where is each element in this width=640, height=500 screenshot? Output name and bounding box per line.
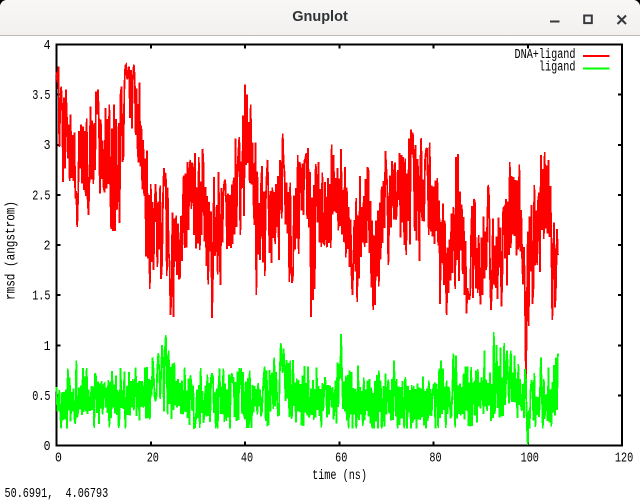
svg-text:0: 0	[44, 440, 51, 455]
svg-text:60: 60	[335, 452, 347, 467]
svg-text:50.6991, 4.06793: 50.6991, 4.06793	[5, 487, 109, 500]
svg-text:80: 80	[429, 452, 441, 467]
svg-text:0.5: 0.5	[32, 390, 50, 405]
svg-text:2.5: 2.5	[32, 189, 50, 204]
svg-text:2: 2	[44, 240, 51, 255]
svg-text:120: 120	[615, 452, 633, 467]
svg-text:100: 100	[521, 452, 539, 467]
svg-text:time (ns): time (ns)	[312, 469, 367, 484]
svg-text:DNA+ligand: DNA+ligand	[515, 48, 576, 63]
svg-text:ligand: ligand	[539, 61, 576, 76]
svg-text:20: 20	[147, 452, 159, 467]
svg-text:4: 4	[44, 39, 51, 54]
svg-text:1: 1	[44, 340, 51, 355]
svg-text:1.5: 1.5	[32, 290, 50, 305]
svg-text:rmsd (angstrom): rmsd (angstrom)	[5, 201, 20, 300]
svg-text:3: 3	[44, 139, 51, 154]
svg-text:40: 40	[241, 452, 253, 467]
svg-text:0: 0	[55, 452, 62, 467]
svg-text:3.5: 3.5	[32, 89, 50, 104]
